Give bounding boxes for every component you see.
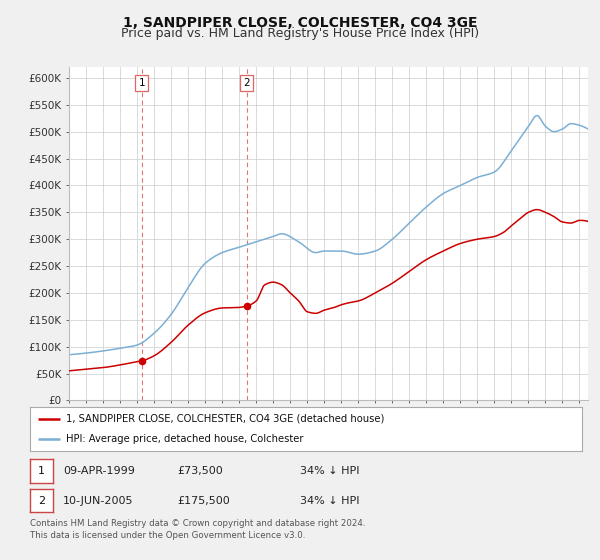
Text: Price paid vs. HM Land Registry's House Price Index (HPI): Price paid vs. HM Land Registry's House … xyxy=(121,27,479,40)
Text: 34% ↓ HPI: 34% ↓ HPI xyxy=(300,466,359,476)
Text: Contains HM Land Registry data © Crown copyright and database right 2024.
This d: Contains HM Land Registry data © Crown c… xyxy=(30,519,365,540)
Text: 10-JUN-2005: 10-JUN-2005 xyxy=(63,496,133,506)
Text: 1: 1 xyxy=(38,466,45,476)
Text: 2: 2 xyxy=(244,78,250,88)
Text: £73,500: £73,500 xyxy=(177,466,223,476)
Text: HPI: Average price, detached house, Colchester: HPI: Average price, detached house, Colc… xyxy=(66,434,304,444)
Text: 1, SANDPIPER CLOSE, COLCHESTER, CO4 3GE (detached house): 1, SANDPIPER CLOSE, COLCHESTER, CO4 3GE … xyxy=(66,414,384,424)
Text: 1, SANDPIPER CLOSE, COLCHESTER, CO4 3GE: 1, SANDPIPER CLOSE, COLCHESTER, CO4 3GE xyxy=(123,16,477,30)
Text: 2: 2 xyxy=(38,496,45,506)
Text: 09-APR-1999: 09-APR-1999 xyxy=(63,466,135,476)
Text: £175,500: £175,500 xyxy=(177,496,230,506)
Text: 34% ↓ HPI: 34% ↓ HPI xyxy=(300,496,359,506)
Text: 1: 1 xyxy=(139,78,145,88)
